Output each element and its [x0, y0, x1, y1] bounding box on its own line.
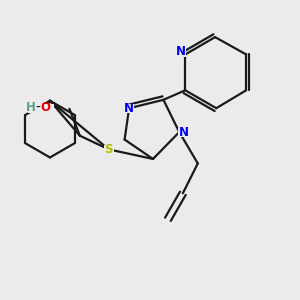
Bar [176, 48, 186, 56]
Text: -: - [36, 100, 40, 115]
Bar [104, 145, 114, 154]
Text: S: S [104, 143, 113, 156]
Bar [124, 104, 134, 113]
Text: N: N [176, 45, 186, 58]
Text: N: N [178, 126, 188, 139]
Bar [178, 128, 188, 136]
Bar [28, 104, 54, 113]
Text: N: N [124, 102, 134, 115]
Text: H: H [26, 101, 36, 114]
Text: O: O [40, 101, 50, 114]
